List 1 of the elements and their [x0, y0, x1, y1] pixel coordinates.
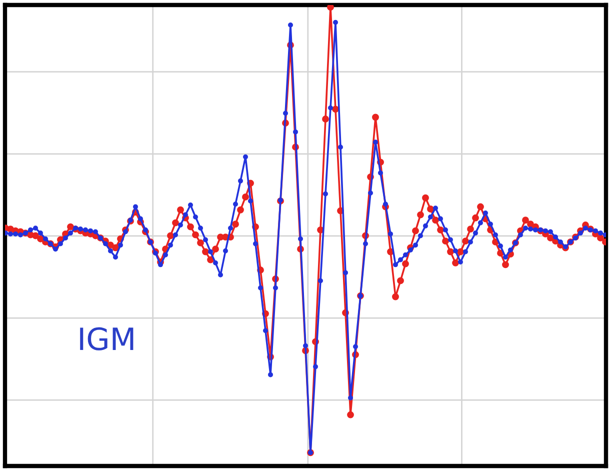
annotation: IGM: [80, 327, 134, 350]
